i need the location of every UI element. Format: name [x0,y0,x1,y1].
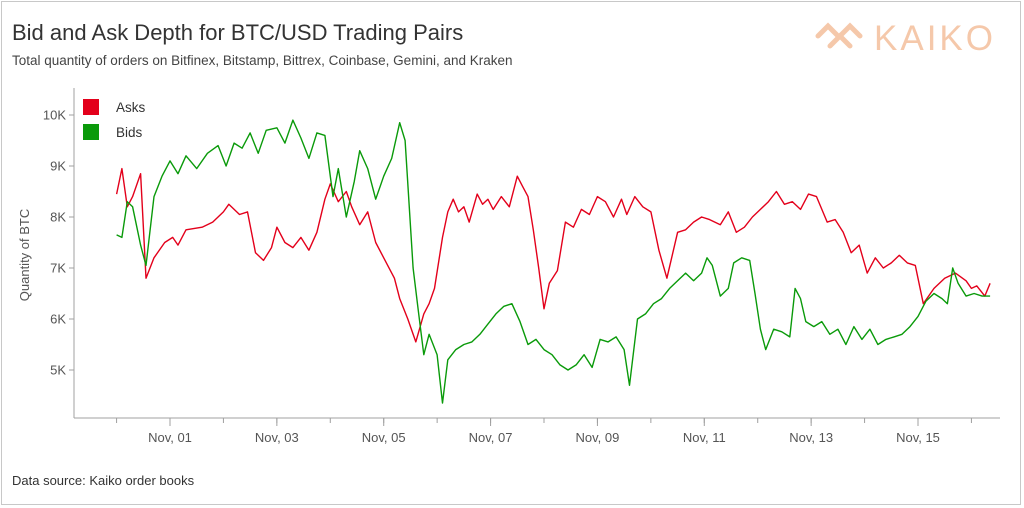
x-tick-label: Nov, 01 [148,430,192,445]
x-tick-label: Nov, 13 [789,430,833,445]
chart-legend: Asks Bids [83,99,146,140]
kaiko-logo: KAIKO [815,19,996,56]
x-tick-label: Nov, 15 [896,430,940,445]
chart-subtitle: Total quantity of orders on Bitfinex, Bi… [12,53,513,68]
series-layer [115,119,991,404]
x-tick-label: Nov, 05 [362,430,406,445]
legend-swatch-bids [83,124,99,140]
series-line-bids [116,119,991,404]
x-tick-label: Nov, 07 [469,430,513,445]
y-tick-label: 9K [50,159,66,174]
chain-link-icon [815,22,863,49]
legend-swatch-asks [83,99,99,115]
x-tick-label: Nov, 11 [683,430,726,445]
y-tick-label: 7K [50,261,66,276]
chart-title: Bid and Ask Depth for BTC/USD Trading Pa… [12,20,464,45]
y-tick-label: 5K [50,363,66,378]
legend-label-asks: Asks [116,100,146,115]
y-tick-label: 6K [50,312,66,327]
chart-axes: 5K 6K 7K 8K 9K 10K Nov, 01 Nov, 03 Nov, 05 Nov, 0… [17,88,1000,445]
y-axis-label: Quantity of BTC [17,209,32,301]
series-line-asks [115,167,991,343]
logo-text: KAIKO [874,19,996,56]
legend-label-bids: Bids [116,125,143,140]
y-tick-label: 8K [50,210,66,225]
x-tick-label: Nov, 03 [255,430,299,445]
y-tick-label: 10K [43,108,66,123]
data-source-note: Data source: Kaiko order books [12,473,195,488]
x-tick-label: Nov, 09 [576,430,620,445]
